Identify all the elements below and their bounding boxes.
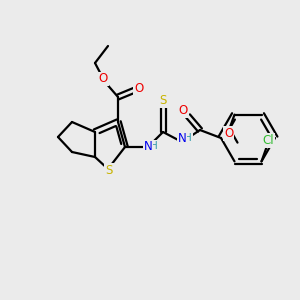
Text: O: O xyxy=(134,82,144,95)
Text: N: N xyxy=(144,140,152,152)
Text: O: O xyxy=(178,104,188,118)
Text: H: H xyxy=(184,133,192,143)
Text: O: O xyxy=(224,127,233,140)
Text: N: N xyxy=(178,131,186,145)
Text: S: S xyxy=(105,164,113,176)
Text: O: O xyxy=(98,73,108,85)
Text: S: S xyxy=(159,94,167,107)
Text: H: H xyxy=(150,141,158,151)
Text: Cl: Cl xyxy=(263,134,274,147)
